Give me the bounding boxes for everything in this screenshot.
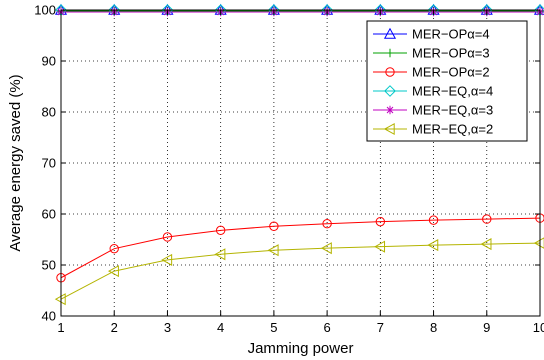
ticks: [60, 9, 541, 317]
y-tick-label: 40: [42, 309, 56, 324]
series-3: [56, 213, 544, 283]
legend-marker: [383, 122, 395, 136]
legend-box: [366, 20, 528, 142]
y-tick-label: 60: [42, 207, 56, 222]
data-point: [428, 215, 439, 225]
legend-item: MER−EQ,α=3: [373, 103, 493, 118]
legend-marker: [385, 67, 395, 77]
x-tick-label: 8: [430, 320, 437, 335]
data-point: [480, 238, 492, 251]
data-point: [374, 240, 386, 253]
y-tick-label: 100: [34, 3, 56, 18]
legend-marker: [385, 105, 395, 115]
y-tick-label: 50: [42, 258, 56, 273]
legend-label: MER−EQ,α=3: [412, 103, 493, 118]
series-line: [60, 217, 541, 279]
data-point: [269, 221, 279, 231]
legend-item: MER−OPα=4: [373, 27, 490, 42]
grid: [61, 10, 540, 316]
legend-label: MER−EQ,α=4: [412, 84, 493, 99]
data-point: [375, 216, 386, 227]
data-point: [162, 232, 173, 242]
legend-marker: [384, 85, 396, 97]
x-tick-label: 5: [270, 320, 277, 335]
data-point: [214, 248, 226, 261]
legend-label: MER−EQ,α=2: [412, 122, 493, 137]
data-point: [482, 214, 492, 224]
data-point: [109, 243, 119, 254]
data-point: [322, 218, 332, 229]
data-point: [161, 253, 173, 266]
y-axis-label: Average energy saved (%): [7, 74, 24, 251]
legend-marker: [385, 48, 395, 58]
data-point: [107, 265, 119, 278]
data-point: [267, 244, 279, 257]
y-tick-label: 80: [42, 105, 56, 120]
x-tick-label: 9: [483, 320, 490, 335]
tick-labels: 1 2 3 4 5 6 7 8 9 10 40 50 60 70 80 90 100: [34, 3, 544, 336]
data-point: [427, 239, 439, 252]
legend-marker: [383, 27, 397, 39]
legend-label: MER−OPα=3: [412, 46, 490, 61]
x-tick-label: 6: [323, 320, 330, 335]
series-line: [60, 242, 541, 300]
legend-item: MER−EQ,α=2: [373, 122, 493, 137]
legend-label: MER−OPα=2: [412, 65, 490, 80]
legend-item: MER−OPα=3: [373, 46, 490, 61]
x-tick-label: 7: [377, 320, 384, 335]
x-tick-label: 3: [164, 320, 171, 335]
x-tick-label: 10: [533, 320, 544, 335]
y-tick-label: 90: [42, 54, 56, 69]
legend-label: MER−OPα=4: [412, 27, 490, 42]
y-tick-label: 70: [42, 156, 56, 171]
x-tick-label: 4: [217, 320, 224, 335]
data-point: [320, 242, 332, 255]
legend-item: MER−OPα=2: [373, 65, 490, 80]
legend: MER−OPα=4 MER−OPα=3 MER−OPα=2 MER−EQ,α=4 MER…: [366, 20, 528, 142]
x-axis-label: Jamming power: [248, 340, 354, 357]
x-tick-label: 1: [57, 320, 64, 335]
x-tick-label: 2: [111, 320, 118, 335]
data-point: [215, 225, 226, 236]
legend-item: MER−EQ,α=4: [373, 84, 493, 99]
